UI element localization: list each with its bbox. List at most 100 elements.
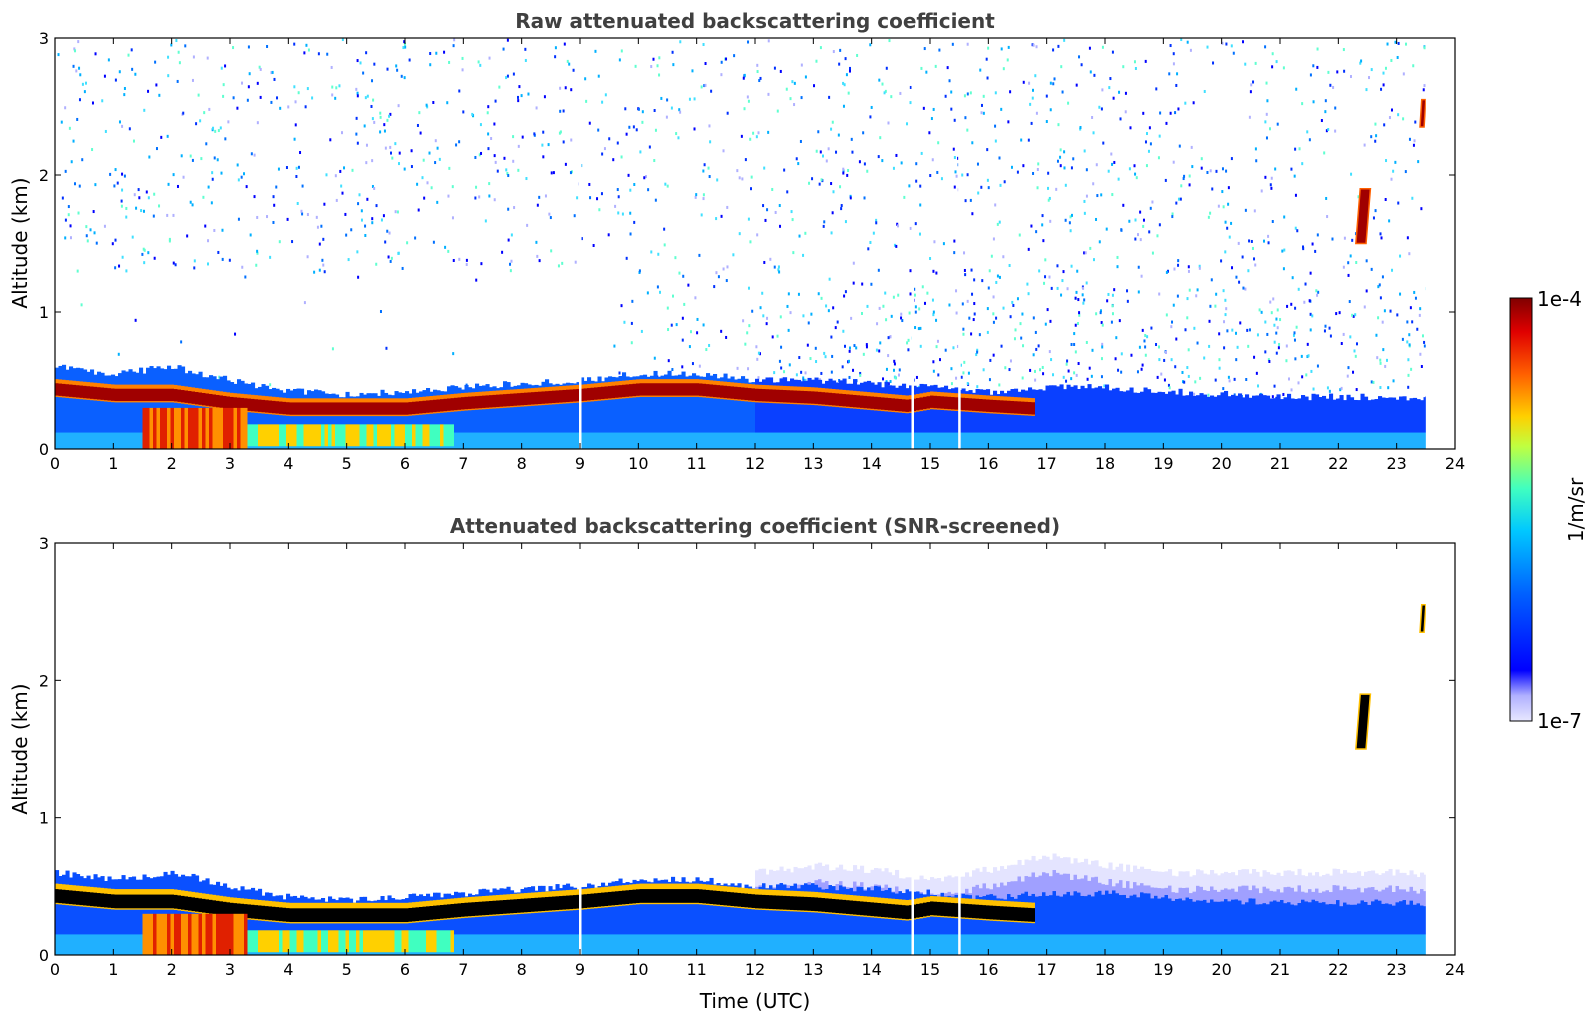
noise-pixel [1101,345,1104,349]
noise-pixel [1171,320,1174,324]
layer-column [755,889,760,955]
layer-core [695,889,700,903]
noise-pixel [1349,75,1352,79]
layer-core [464,902,469,917]
layer-core [1017,401,1022,414]
layer-column [898,385,903,449]
layer-column [1220,392,1225,449]
noise-pixel [193,266,196,270]
noise-pixel [479,123,482,127]
noise-pixel [494,99,497,103]
mixing-column [156,407,161,449]
layer-core [412,401,417,415]
layer-column-base [688,934,693,955]
noise-pixel [1061,279,1064,283]
noise-pixel [206,56,209,60]
noise-pixel [900,312,903,316]
layer-column-base [965,934,970,955]
layer-column [671,375,676,449]
noise-pixel [1042,372,1045,376]
layer-column-base [1049,934,1054,955]
noise-pixel [767,39,770,43]
layer-column-base [615,934,620,955]
noise-pixel [490,137,493,141]
layer-core [594,893,599,907]
layer-column-base [846,432,851,449]
noise-pixel [620,155,623,159]
noise-pixel [220,171,223,175]
layer-core [324,402,329,415]
layer-column [552,889,557,955]
layer-column [128,369,133,449]
noise-pixel [1069,215,1072,219]
noise-pixel [1407,385,1410,389]
noise-pixel [1047,171,1050,175]
noise-pixel [574,260,577,264]
noise-pixel [224,64,227,68]
noise-pixel [849,196,852,200]
mixing-column [433,930,438,953]
layer-column-base [786,934,791,955]
noise-pixel [766,316,769,320]
noise-pixel [1419,307,1422,311]
layer-column [1066,384,1071,449]
noise-pixel [1265,112,1268,116]
noise-pixel [1046,308,1049,312]
layer-column [450,895,455,955]
noise-pixel [1111,312,1114,316]
layer-column [1269,398,1274,449]
noise-pixel [909,226,912,230]
layer-column [104,881,109,955]
noise-pixel [973,312,976,316]
noise-pixel [1308,138,1311,142]
noise-pixel [389,259,392,263]
noise-pixel [858,160,861,164]
layer-column [251,887,256,955]
layer-core [258,905,263,920]
noise-pixel [1158,358,1161,362]
layer-column [1049,895,1054,955]
noise-pixel [889,380,892,384]
layer-column [118,373,123,449]
layer-column-base [762,934,767,955]
noise-pixel [994,139,997,143]
noise-pixel [1383,309,1386,313]
noise-pixel [818,182,821,186]
noise-pixel [172,173,175,177]
noise-pixel [1343,236,1346,240]
layer-column-base [1301,432,1306,449]
layer-column-base [1052,432,1057,449]
layer-column [863,381,868,449]
noise-pixel [1224,298,1227,302]
noise-pixel [228,258,231,262]
mixing-column [363,930,368,953]
noise-pixel [1269,127,1272,131]
noise-pixel [842,167,845,171]
noise-pixel [1064,218,1067,222]
noise-pixel [658,73,661,77]
layer-column-base [1413,432,1418,449]
noise-pixel [906,122,909,126]
layer-column-base [877,432,882,449]
layer-column-base [961,432,966,449]
noise-pixel [647,188,650,192]
layer-core [874,396,879,410]
noise-pixel [109,172,112,176]
noise-pixel [830,127,833,131]
noise-pixel [1370,135,1373,139]
noise-pixel [907,348,910,352]
layer-column-base [730,432,735,449]
noise-pixel [1359,61,1362,65]
layer-column [996,898,1001,955]
noise-pixel [131,67,134,71]
layer-column-base [919,432,924,449]
layer-core [219,395,224,408]
layer-core [492,394,497,408]
noise-pixel [517,168,520,172]
layer-column-base [65,432,70,449]
mixing-column [265,930,270,953]
mixing-column [219,407,224,449]
layer-column-base [814,934,819,955]
noise-pixel [979,68,982,72]
layer-column [713,373,718,449]
